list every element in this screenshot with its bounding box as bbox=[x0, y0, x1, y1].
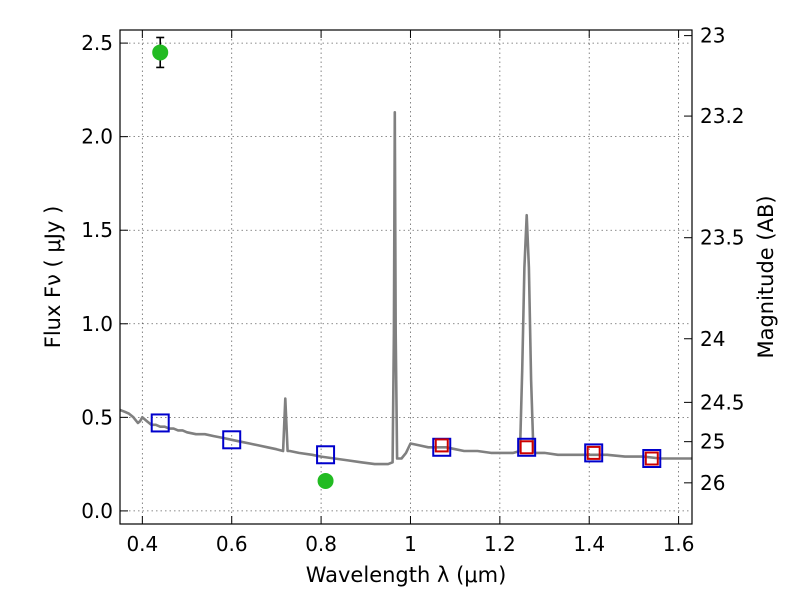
y-axis-title: Flux Fν ( μJy ) bbox=[41, 206, 65, 349]
grid-layer bbox=[120, 30, 692, 524]
model-point bbox=[642, 449, 662, 469]
x-tick-label: 0.4 bbox=[126, 532, 158, 556]
observed-nir-point bbox=[434, 438, 449, 453]
plot-frame bbox=[119, 29, 693, 525]
tick-layer: 0.4 0.6 0.8 1 1.2 1.4 1.6 0.0 0.5 1.0 1.5 2.0 2.5 23 2… bbox=[81, 24, 744, 556]
model-point bbox=[584, 443, 604, 463]
right-tick-label: 23.5 bbox=[700, 226, 745, 250]
spectrum-line bbox=[119, 111, 692, 466]
x-tick-label: 1 bbox=[404, 532, 417, 556]
observed-optical-point bbox=[317, 472, 334, 489]
y-tick-label: 0.5 bbox=[81, 405, 113, 429]
right-tick-label: 26 bbox=[700, 471, 725, 495]
x-tick-label: 1.4 bbox=[573, 532, 605, 556]
x-tick-label: 1.6 bbox=[663, 532, 695, 556]
model-point bbox=[222, 430, 242, 450]
x-tick-label: 0.6 bbox=[216, 532, 248, 556]
right-tick-label: 24 bbox=[700, 327, 725, 351]
model-point bbox=[517, 437, 537, 457]
model-point bbox=[316, 445, 336, 465]
right-tick-label: 24.5 bbox=[700, 390, 745, 414]
observed-nir-point bbox=[644, 451, 659, 466]
observed-optical-point bbox=[152, 44, 169, 61]
y-tick-label: 0.0 bbox=[81, 499, 113, 523]
right-axis-title: Magnitude (AB) bbox=[754, 195, 778, 358]
y-tick-label: 1.0 bbox=[81, 312, 113, 336]
data-layer bbox=[119, 36, 692, 489]
y-tick-label: 2.0 bbox=[81, 125, 113, 149]
y-tick-label: 1.5 bbox=[81, 218, 113, 242]
right-tick-label: 23.2 bbox=[700, 104, 745, 128]
right-tick-label: 25 bbox=[700, 430, 725, 454]
y-tick-label: 2.5 bbox=[81, 31, 113, 55]
observed-nir-point bbox=[586, 445, 601, 460]
model-point bbox=[150, 413, 170, 433]
x-tick-label: 0.8 bbox=[305, 532, 337, 556]
x-axis-title: Wavelength λ (μm) bbox=[306, 563, 507, 587]
observed-nir-point bbox=[519, 440, 534, 455]
right-tick-label: 23 bbox=[700, 24, 725, 48]
x-tick-label: 1.2 bbox=[484, 532, 516, 556]
